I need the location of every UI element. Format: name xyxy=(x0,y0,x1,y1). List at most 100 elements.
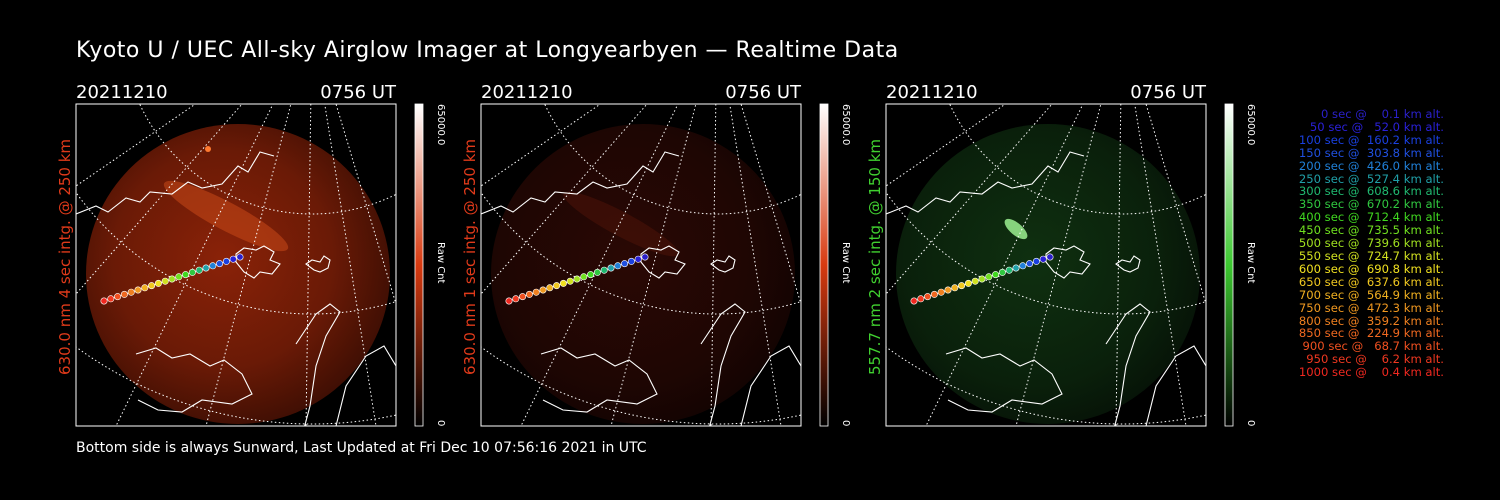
trajectory-point xyxy=(100,297,108,305)
trajectory-point xyxy=(1005,266,1013,274)
trajectory-point xyxy=(985,273,993,281)
coastline-novaya-zemlya xyxy=(295,303,341,426)
trajectory-point xyxy=(1026,260,1034,268)
coastline-east xyxy=(335,345,396,426)
trajectory-point xyxy=(161,277,169,285)
aurora-spot xyxy=(1004,218,1028,240)
trajectory-point xyxy=(107,295,115,303)
legend-row: 850 sec @ 224.9 km alt. xyxy=(1298,326,1444,341)
panel-1-side-label: 630.0 nm 4 sec intg. @ 250 km xyxy=(56,138,74,375)
trajectory-point xyxy=(614,262,622,270)
panel-frame xyxy=(480,103,802,427)
trajectory-point xyxy=(937,288,945,296)
panel-3-image xyxy=(885,103,1207,427)
legend-row: 700 sec @ 564.9 km alt. xyxy=(1298,287,1444,302)
coastline-island xyxy=(710,255,736,273)
panel-2-time: 0756 UT xyxy=(725,82,801,103)
trajectory-point xyxy=(216,260,224,268)
trajectory-point xyxy=(519,293,527,301)
panel-2-side-label: 630.0 nm 1 sec intg. @ 250 km xyxy=(461,138,479,375)
trajectory-point xyxy=(917,295,925,303)
trajectory-point xyxy=(559,279,567,287)
trajectory-legend: 0 sec @ 0.1 km alt. 50 sec @ 52.0 km alt.… xyxy=(1262,108,1444,379)
trajectory-point xyxy=(924,293,932,301)
bright-spot xyxy=(205,146,211,152)
trajectory-point xyxy=(553,282,561,290)
panel-3-date: 20211210 xyxy=(886,82,978,103)
trajectory-point xyxy=(532,288,540,296)
longitude-line xyxy=(115,104,274,426)
trajectory-point xyxy=(930,290,938,298)
trajectory-point xyxy=(1046,253,1054,261)
panel-2-colorbar-max: 65000.0 xyxy=(840,104,851,146)
longitude-line xyxy=(1115,104,1122,426)
coastline-east xyxy=(740,345,801,426)
trajectory-point xyxy=(202,264,210,272)
trajectory-point xyxy=(229,255,237,263)
trajectory-point xyxy=(573,275,581,283)
latitude-line xyxy=(76,346,396,425)
trajectory-point xyxy=(958,282,966,290)
longitude-line xyxy=(305,104,312,426)
legend-row: 650 sec @ 637.6 km alt. xyxy=(1298,274,1444,289)
panel-1-colorbar-label: Raw Cnt xyxy=(435,242,446,284)
panel-3-colorbar-max: 65000.0 xyxy=(1245,104,1256,146)
trajectory-point xyxy=(580,273,588,281)
trajectory-point xyxy=(641,253,649,261)
panel-2-colorbar xyxy=(819,103,829,427)
trajectory-point xyxy=(512,295,520,303)
trajectory-point xyxy=(971,277,979,285)
panel-1-time: 0756 UT xyxy=(320,82,396,103)
trajectory-point xyxy=(505,297,513,305)
footer-note: Bottom side is always Sunward, Last Upda… xyxy=(76,440,647,456)
panel-2-colorbar-label: Raw Cnt xyxy=(840,242,851,284)
sky-disc xyxy=(86,124,390,424)
trajectory-point xyxy=(114,293,122,301)
trajectory-point xyxy=(944,286,952,294)
trajectory-point xyxy=(1032,257,1040,265)
coastline-svalbard xyxy=(1045,245,1091,279)
longitude-line xyxy=(520,104,679,426)
trajectory-point xyxy=(127,288,135,296)
panel-3-colorbar-min: 0 xyxy=(1245,420,1256,427)
panel-3-time: 0756 UT xyxy=(1130,82,1206,103)
trajectory-point xyxy=(998,268,1006,276)
trajectory-point xyxy=(587,271,595,279)
legend-row: 200 sec @ 426.0 km alt. xyxy=(1298,158,1444,173)
trajectory-point xyxy=(209,262,217,270)
legend-row: 100 sec @ 160.2 km alt. xyxy=(1298,132,1444,147)
coastline-island xyxy=(1115,255,1141,273)
trajectory-point xyxy=(195,266,203,274)
trajectory-point xyxy=(182,271,190,279)
coastline-novaya-zemlya xyxy=(700,303,746,426)
trajectory-point xyxy=(593,268,601,276)
panel-1-image xyxy=(75,103,397,427)
sky-disc xyxy=(491,124,795,424)
trajectory-point xyxy=(910,297,918,305)
trajectory-point xyxy=(978,275,986,283)
legend-row: 300 sec @ 608.6 km alt. xyxy=(1298,184,1444,199)
panel-2-image xyxy=(480,103,802,427)
legend-row: 500 sec @ 739.6 km alt. xyxy=(1298,236,1444,251)
legend-row: 600 sec @ 690.8 km alt. xyxy=(1298,261,1444,276)
panel-frame xyxy=(885,103,1207,427)
coastline-island xyxy=(305,255,331,273)
legend-row: 1000 sec @ 0.4 km alt. xyxy=(1298,365,1444,380)
trajectory-point xyxy=(964,279,972,287)
coastline xyxy=(886,151,1085,215)
coastline-novaya-zemlya xyxy=(1105,303,1151,426)
legend-row: 0 sec @ 0.1 km alt. xyxy=(1320,107,1444,121)
panel-2-colorbar-min: 0 xyxy=(840,420,851,427)
panel-2-date: 20211210 xyxy=(481,82,573,103)
coastline xyxy=(76,151,275,215)
page-title: Kyoto U / UEC All-sky Airglow Imager at … xyxy=(76,38,899,63)
panel-3-side-label: 557.7 nm 2 sec intg. @ 150 km xyxy=(866,138,884,375)
legend-row: 250 sec @ 527.4 km alt. xyxy=(1298,171,1444,186)
trajectory-point xyxy=(222,257,230,265)
panel-frame xyxy=(75,103,397,427)
trajectory-point xyxy=(621,260,629,268)
legend-row: 950 sec @ 6.2 km alt. xyxy=(1306,352,1444,367)
trajectory-point xyxy=(607,264,615,272)
longitude-line xyxy=(925,104,1084,426)
